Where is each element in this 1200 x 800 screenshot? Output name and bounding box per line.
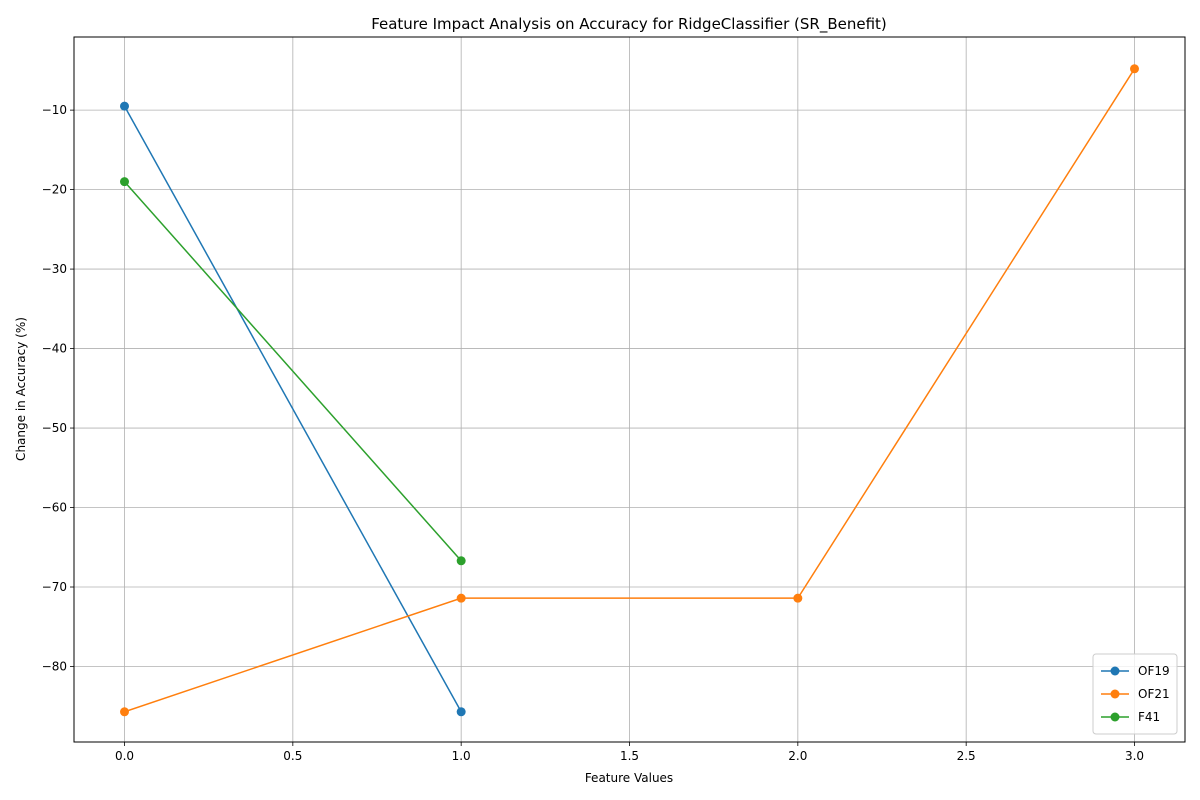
data-point bbox=[456, 707, 466, 717]
grid-lines bbox=[74, 37, 1185, 742]
x-tick-label: 1.5 bbox=[620, 749, 639, 763]
data-series bbox=[120, 64, 1139, 717]
x-axis-ticks: 0.0 0.5 1.0 1.5 2.0 2.5 3.0 bbox=[115, 742, 1144, 763]
y-axis-label: Change in Accuracy (%) bbox=[14, 317, 28, 461]
x-tick-label: 2.5 bbox=[957, 749, 976, 763]
series-of19 bbox=[120, 101, 466, 717]
y-tick-label: −10 bbox=[42, 103, 67, 117]
data-point bbox=[120, 707, 129, 717]
data-point bbox=[793, 593, 803, 603]
legend-marker bbox=[1110, 689, 1120, 699]
legend-item: OF21 bbox=[1101, 687, 1170, 701]
y-tick-label: −30 bbox=[42, 262, 67, 276]
y-tick-label: −20 bbox=[42, 183, 67, 197]
data-point bbox=[456, 593, 466, 603]
legend-item: OF19 bbox=[1101, 664, 1170, 678]
x-tick-label: 0.0 bbox=[115, 749, 134, 763]
legend-label: F41 bbox=[1138, 710, 1160, 724]
x-tick-label: 1.0 bbox=[452, 749, 471, 763]
data-point bbox=[1130, 64, 1139, 74]
chart-title: Feature Impact Analysis on Accuracy for … bbox=[371, 15, 887, 34]
data-point bbox=[120, 101, 129, 111]
legend-label: OF21 bbox=[1138, 687, 1170, 701]
x-tick-label: 3.0 bbox=[1125, 749, 1144, 763]
x-tick-label: 0.5 bbox=[283, 749, 302, 763]
y-tick-label: −80 bbox=[42, 659, 67, 673]
plot-frame bbox=[73, 36, 1186, 743]
series-line bbox=[124, 68, 1136, 713]
series-f41 bbox=[120, 177, 466, 566]
legend-item: F41 bbox=[1101, 710, 1160, 724]
y-tick-label: −70 bbox=[42, 580, 67, 594]
legend-label: OF19 bbox=[1138, 664, 1170, 678]
legend-marker bbox=[1110, 666, 1120, 676]
series-of21 bbox=[120, 64, 1139, 717]
y-tick-label: −50 bbox=[42, 421, 67, 435]
y-tick-label: −40 bbox=[42, 342, 67, 356]
legend: OF19 OF21 F41 bbox=[1092, 653, 1178, 735]
y-tick-label: −60 bbox=[42, 501, 67, 515]
data-point bbox=[456, 556, 466, 566]
series-line bbox=[123, 105, 462, 713]
series-line bbox=[123, 181, 462, 562]
legend-marker bbox=[1110, 712, 1120, 722]
x-axis-label: Feature Values bbox=[585, 771, 673, 785]
y-axis-ticks: −80 −70 −60 −50 −40 −30 −20 −10 bbox=[42, 103, 74, 673]
x-tick-label: 2.0 bbox=[788, 749, 807, 763]
data-point bbox=[120, 177, 129, 187]
